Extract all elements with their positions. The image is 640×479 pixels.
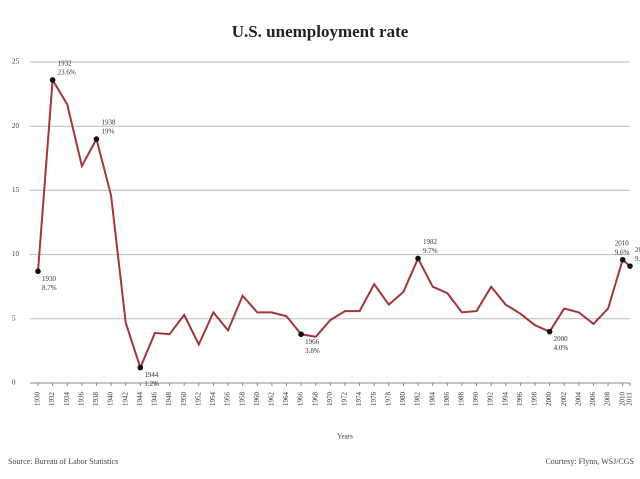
annotation-label: 2000 — [554, 335, 569, 343]
annotation-label: 3.8% — [305, 347, 320, 355]
annotation-label: 2011 — [635, 246, 640, 254]
y-tick-label: 25 — [12, 58, 20, 66]
x-tick-label: 1952 — [194, 392, 202, 407]
x-tick-label: 1970 — [326, 392, 334, 407]
annotation-marker — [619, 256, 626, 263]
chart-title: U.S. unemployment rate — [232, 22, 409, 41]
annotation-label: 1966 — [305, 338, 320, 346]
x-tick-label: 1990 — [472, 392, 480, 407]
annotation-label: 9.1% — [635, 255, 640, 263]
annotation-marker — [298, 331, 304, 338]
x-tick-label: 1932 — [48, 392, 56, 407]
x-tick-label: 1958 — [238, 392, 246, 407]
x-tick-label: 1934 — [63, 392, 71, 407]
x-tick-label: 1994 — [501, 391, 509, 406]
x-tick-label: 1982 — [414, 392, 422, 407]
x-tick-label: 1948 — [165, 392, 173, 407]
x-tick-label: 1956 — [224, 392, 232, 407]
x-tick-label: 1986 — [443, 392, 451, 407]
data-line — [37, 76, 631, 371]
x-tick-label: 1950 — [180, 392, 188, 407]
annotation-label: 1930 — [42, 275, 57, 283]
x-tick-label: 1998 — [531, 392, 539, 407]
annotation-label: 1938 — [101, 119, 116, 127]
source-note: Source: Bureau of Labor Statistics — [8, 457, 118, 466]
annotation-label: 4.0% — [554, 344, 569, 352]
x-tick-label: 1996 — [516, 392, 524, 407]
annotation-marker — [49, 77, 56, 83]
annotation-marker — [546, 328, 553, 335]
x-tick-label: 1968 — [311, 392, 319, 407]
x-tick-label: 1964 — [282, 392, 290, 407]
y-tick-label: 0 — [12, 379, 16, 387]
y-tick-label: 10 — [12, 250, 20, 258]
x-tick-label: 1942 — [121, 392, 129, 407]
x-tick-label: 1962 — [267, 392, 275, 407]
x-tick-label: 1938 — [92, 392, 100, 407]
x-tick-label: 1946 — [151, 392, 159, 407]
annotation-marker — [137, 364, 144, 371]
annotation-label: 23.6% — [58, 69, 76, 77]
x-tick-label: 1944 — [136, 392, 144, 407]
annotation-label: 8.7% — [42, 284, 57, 292]
annotation-label: 19% — [101, 128, 114, 136]
annotation-label: 1.2% — [144, 380, 159, 388]
x-tick-label: 1978 — [384, 392, 392, 407]
x-tick-label: 1972 — [341, 392, 349, 407]
y-tick-label: 20 — [12, 122, 20, 130]
annotation-marker — [35, 268, 41, 275]
x-tick-label: 2004 — [574, 392, 582, 407]
x-tick-label: 2008 — [604, 392, 612, 407]
x-tick-label: 1954 — [209, 392, 217, 407]
x-tick-label: 1930 — [34, 392, 42, 407]
y-tick-label: 5 — [12, 314, 16, 322]
x-tick-label: 1960 — [253, 392, 261, 407]
x-tick-label: 2010 — [618, 392, 626, 407]
annotation-label: 1944 — [144, 371, 159, 379]
x-tick-label: 1992 — [487, 392, 495, 407]
annotation-marker — [415, 255, 421, 262]
credit-note: Courtesy: Flynn, WSJ/CGS — [545, 457, 634, 466]
annotation-label: 1982 — [423, 238, 438, 246]
x-tick-label: 1976 — [370, 392, 378, 407]
annotation-marker — [93, 136, 100, 142]
annotation-label: 1932 — [58, 60, 72, 68]
x-tick-label: 2006 — [589, 392, 597, 407]
annotation-label: 9.7% — [423, 247, 438, 255]
annotation-label: 2010 — [615, 239, 630, 247]
x-tick-label: 1984 — [428, 392, 436, 407]
x-tick-label: 1974 — [355, 392, 363, 407]
x-tick-label: 2002 — [560, 392, 568, 407]
y-tick-label: 15 — [12, 186, 20, 194]
x-tick-label: 2000 — [545, 392, 553, 407]
x-tick-label: 1966 — [297, 392, 305, 407]
x-tick-label: 1936 — [77, 392, 85, 407]
x-tick-label: 1988 — [458, 392, 466, 407]
x-tick-label: 2011 — [626, 392, 634, 406]
annotation-label: 9.6% — [615, 248, 630, 256]
annotation-marker — [627, 263, 633, 269]
x-tick-label: 1980 — [399, 392, 407, 407]
x-tick-label: 1940 — [107, 392, 115, 407]
x-axis-title: Years — [337, 433, 353, 441]
